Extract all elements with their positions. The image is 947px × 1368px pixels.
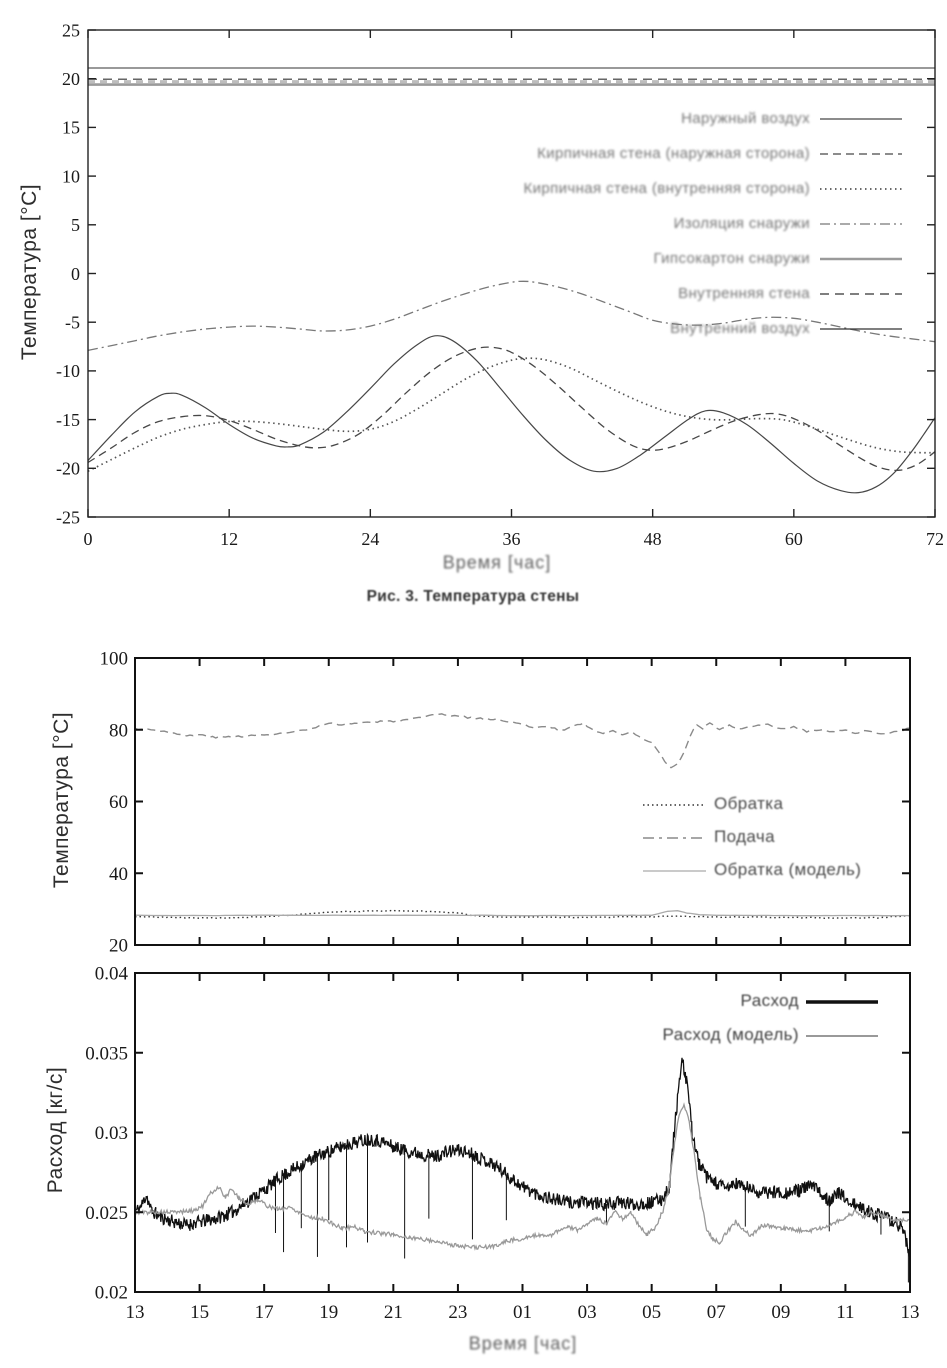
fig1-caption: Рис. 3. Температура стены [366, 588, 580, 605]
xtick-label: 36 [503, 529, 521, 549]
xtick-label: 17 [255, 1302, 274, 1323]
ytick-label: 60 [109, 792, 128, 813]
ytick-label: 80 [109, 720, 128, 741]
xtick-label: 48 [644, 529, 662, 549]
fig1-x-axis-label: Время [час] [442, 552, 552, 573]
fig2-flow-y-axis-label: Расход [кг/с] [44, 1066, 67, 1194]
xtick-label: 13 [126, 1302, 145, 1323]
ytick-label: 0.035 [85, 1043, 128, 1064]
ytick-label: 0.02 [95, 1283, 128, 1304]
xtick-label: 0 [84, 529, 93, 549]
fig1-y-axis-label: Температура [°C] [18, 183, 41, 361]
xtick-label: 23 [448, 1302, 467, 1323]
ytick-label: 0.04 [95, 964, 129, 985]
ytick-label: 15 [62, 118, 80, 138]
xtick-label: 01 [513, 1302, 532, 1323]
ytick-label: 0.03 [95, 1123, 128, 1144]
ytick-label: 10 [62, 166, 80, 186]
xtick-label: 12 [220, 529, 238, 549]
xtick-label: 24 [361, 529, 379, 549]
ytick-label: 40 [109, 864, 128, 885]
ytick-label: 20 [62, 69, 80, 89]
xtick-label: 07 [707, 1302, 726, 1323]
xtick-label: 72 [926, 529, 944, 549]
ytick-label: 0 [71, 264, 80, 284]
ytick-label: -15 [56, 410, 80, 430]
xtick-label: 13 [901, 1302, 920, 1323]
fig2-x-axis-label: Время [час] [468, 1333, 578, 1354]
xtick-label: 19 [319, 1302, 338, 1323]
ytick-label: -20 [56, 459, 80, 479]
ytick-label: -25 [56, 507, 80, 527]
xtick-label: 11 [836, 1302, 854, 1323]
xtick-label: 21 [384, 1302, 403, 1323]
xtick-label: 03 [578, 1302, 597, 1323]
xtick-label: 05 [642, 1302, 661, 1323]
ytick-label: 100 [100, 649, 129, 670]
ytick-label: 5 [71, 215, 80, 235]
xtick-label: 15 [190, 1302, 209, 1323]
ytick-label: -10 [56, 361, 80, 381]
xtick-label: 60 [785, 529, 803, 549]
fig2-temperature-y-axis-label: Температура [°C] [50, 711, 73, 889]
ytick-label: 20 [109, 936, 128, 957]
xtick-label: 09 [771, 1302, 790, 1323]
ytick-label: -5 [65, 313, 80, 333]
ytick-label: 0.025 [85, 1203, 128, 1224]
ytick-label: 25 [62, 20, 80, 40]
